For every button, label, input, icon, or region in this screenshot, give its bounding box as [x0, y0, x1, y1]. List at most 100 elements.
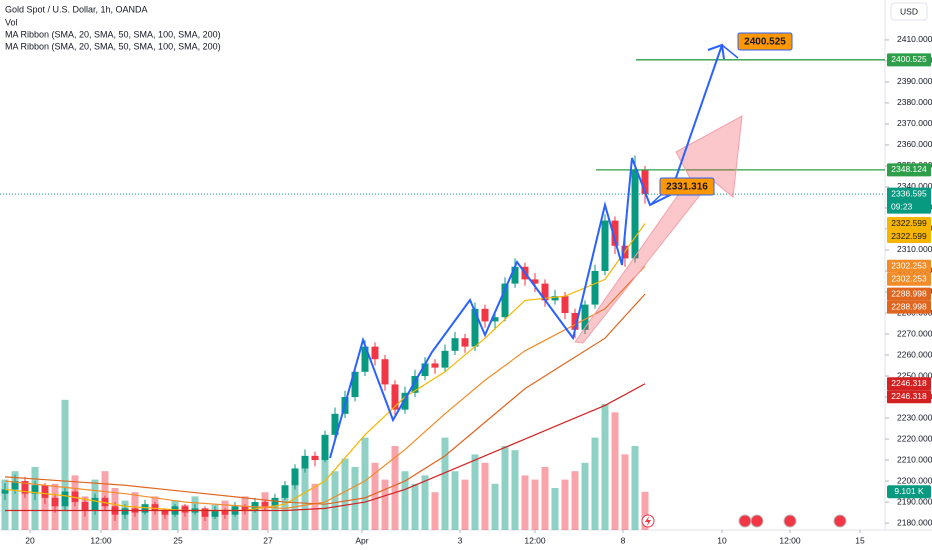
x-tick-label: 15: [855, 535, 865, 545]
event-icons: [641, 514, 847, 528]
candle-body: [11, 481, 19, 490]
volume-bar: [551, 488, 559, 530]
y-tick-label: 2340.000: [897, 181, 932, 191]
volume-bar: [41, 492, 49, 530]
y-tick-label: 2390.000: [897, 76, 932, 86]
volume-bar: [351, 467, 359, 530]
volume-bar: [511, 450, 519, 530]
price-label-box: [887, 287, 931, 301]
candle-body: [561, 296, 569, 314]
moving-average-line: [4, 293, 646, 505]
volume-bar: [371, 462, 379, 530]
volume-bar: [441, 437, 449, 530]
volume-bar: [451, 471, 459, 530]
x-tick-label: 25: [173, 535, 183, 545]
price-label-box: [887, 163, 931, 177]
volume-bar: [271, 500, 279, 530]
candle-body: [141, 504, 149, 513]
volume-bar: [141, 504, 149, 530]
annotation-label: 2400.525: [744, 37, 786, 48]
y-tick-label: 2190.000: [897, 496, 932, 506]
currency-button[interactable]: [890, 2, 928, 21]
price-label: 2322.599: [891, 218, 927, 228]
economic-event-flag[interactable]: [738, 514, 752, 528]
price-label: 2302.253: [891, 261, 927, 271]
callout-line: [721, 44, 739, 59]
candle-body: [91, 497, 99, 511]
moving-average-line: [4, 223, 646, 512]
volume-bar: [401, 471, 409, 530]
y-tick-label: 2370.000: [897, 118, 932, 128]
x-tick-label: Apr: [355, 535, 368, 545]
indicator-label: MA Ribbon (SMA, 20, SMA, 50, SMA, 100, S…: [5, 29, 221, 39]
volume-bar: [311, 483, 319, 530]
candle-body: [611, 220, 619, 246]
volume-label-box: [887, 485, 931, 499]
currency-label[interactable]: USD: [900, 6, 918, 16]
volume-bar: [291, 471, 299, 530]
candle-body: [311, 455, 319, 461]
price-label: 2288.998: [891, 288, 927, 298]
y-tick-label: 2360.000: [897, 139, 932, 149]
volume-bar: [641, 491, 649, 530]
candle-body: [601, 220, 609, 271]
candle-body: [181, 506, 189, 513]
volume-bar: [341, 458, 349, 530]
candle-body: [1, 489, 9, 494]
price-label-box: [887, 259, 931, 273]
x-tick-label: 8: [621, 535, 626, 545]
candle-body: [41, 485, 49, 498]
volume-bar: [581, 462, 589, 530]
candle-body: [641, 170, 649, 195]
candle-body: [531, 279, 539, 284]
economic-event-flag[interactable]: [833, 514, 847, 528]
price-label: 2302.253: [891, 274, 927, 284]
economic-event-flag[interactable]: [750, 514, 764, 528]
volume-bar: [521, 475, 529, 530]
volume-bar: [161, 509, 169, 530]
candle-body: [321, 434, 329, 461]
forecast-arrow: [574, 115, 743, 344]
volume-bar: [411, 483, 419, 530]
candle-body: [471, 308, 479, 347]
price-label-box: [887, 390, 931, 404]
price-label-box: [887, 187, 931, 214]
y-tick-label: 2230.000: [897, 412, 932, 422]
volume-bar: [561, 479, 569, 530]
x-tick-label: 10: [717, 535, 727, 545]
candle-body: [261, 502, 269, 507]
candle-body: [541, 283, 549, 301]
candle-body: [431, 363, 439, 368]
candle-body: [451, 338, 459, 351]
volume-bar: [231, 509, 239, 530]
volume-bar: [321, 454, 329, 530]
annotation-box: [737, 32, 793, 51]
price-label: 2400.525: [891, 54, 927, 64]
economic-event-flag[interactable]: [783, 514, 797, 528]
candle-body: [51, 497, 59, 507]
price-label: 2322.599: [891, 231, 927, 241]
candle-body: [551, 296, 559, 301]
price-label-box: [887, 53, 931, 67]
volume-bar: [361, 437, 369, 530]
candle-body: [461, 338, 469, 347]
candle-body: [331, 413, 339, 435]
volume-bar: [591, 437, 599, 530]
plot-area: [0, 59, 885, 530]
price-label: 2288.998: [891, 301, 927, 311]
volume-bar: [261, 492, 269, 530]
y-tick-label: 2180.000: [897, 517, 932, 527]
volume-bar: [571, 471, 579, 530]
annotation-label: 2331.316: [666, 182, 708, 193]
y-tick-label: 2250.000: [897, 370, 932, 380]
price-label-box: [887, 230, 931, 244]
volume-bar: [331, 471, 339, 530]
x-tick-label: 12:00: [779, 535, 801, 545]
y-tick-label: 2220.000: [897, 433, 932, 443]
volume-bar: [541, 467, 549, 530]
price-label: 2336.595: [891, 188, 927, 198]
moving-average-line: [5, 383, 646, 512]
x-tick-label: 27: [263, 535, 273, 545]
candle-body: [101, 497, 109, 507]
